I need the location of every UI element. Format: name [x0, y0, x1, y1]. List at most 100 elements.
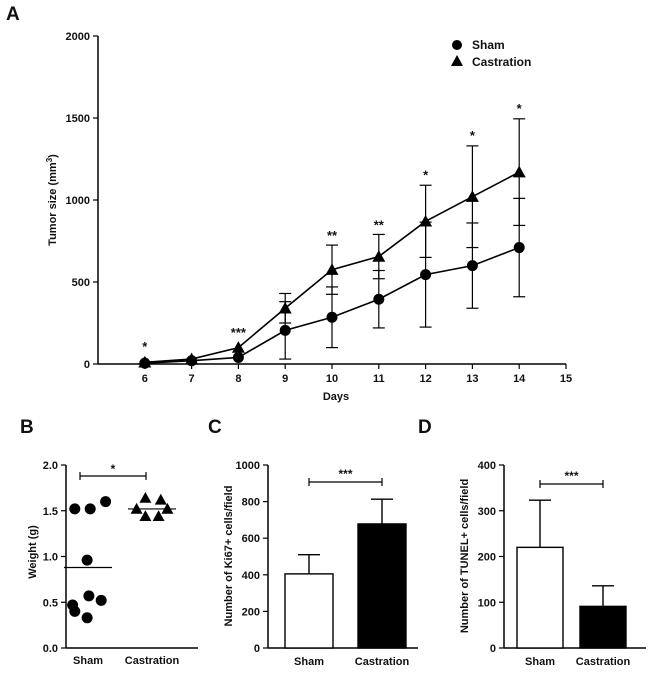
panel-a-y-tick-label: 0: [84, 359, 90, 371]
panel-b-marks: *: [64, 462, 176, 624]
panel-b-y-tick-label: 1.5: [43, 506, 58, 518]
panel-a-x-tick-label: 6: [142, 373, 148, 385]
panel-b-axes: 0.0 0.5 1.0 1.5 2.0 Sham Castration: [43, 460, 198, 667]
panel-c-x-tick-label: Castration: [355, 656, 410, 668]
panel-a-x-tick-label: 15: [560, 373, 572, 385]
panel-a-x-axis-title: Days: [323, 391, 349, 403]
panel-a-castration-point: [325, 263, 339, 275]
panel-d-y-axis-title: Number of TUNEL+ cells/field: [459, 479, 471, 633]
panel-c-significance-marker: ***: [338, 467, 352, 481]
panel-a-y-tick-label: 1000: [66, 195, 90, 207]
panel-c-y-tick-label: 400: [242, 570, 260, 582]
panel-a-castration-point: [185, 352, 199, 365]
panel-d-y-tick-label: 200: [478, 552, 496, 564]
panel-c-y-tick-label: 1000: [236, 460, 260, 472]
panel-b-castration-point: [152, 510, 165, 522]
panel-b-sham-point: [69, 503, 81, 515]
panel-a-x-tick-label: 12: [419, 373, 431, 385]
panel-b-sham-point: [69, 605, 81, 617]
panel-d-axes: 0 100 200 300 400 Sham Castration: [478, 460, 646, 668]
panel-a-x-tick-label: 9: [282, 373, 288, 385]
panel-d-marks: ***: [516, 469, 627, 649]
panel-a-y-tick-label: 500: [72, 277, 90, 289]
panel-a-sham-point: [420, 269, 432, 281]
panel-a-y-tick-label: 1500: [66, 113, 90, 125]
panel-d-x-tick-label: Sham: [525, 656, 555, 668]
panel-c-marks: ***: [284, 467, 407, 649]
panel-a-sham-point: [513, 242, 525, 254]
panel-b-castration-point: [139, 510, 152, 522]
panel-a-castration-point: [465, 190, 479, 202]
panel-d-y-tick-label: 0: [490, 643, 496, 655]
legend-castration-label: Castration: [472, 55, 531, 69]
panel-c-y-tick-label: 200: [242, 606, 260, 618]
panel-b-x-tick-label: Castration: [125, 655, 180, 667]
panel-b-sham-point: [95, 594, 107, 606]
panel-b-weight-scatter: 0.0 0.5 1.0 1.5 2.0 Sham Castration * Weight (…: [27, 460, 198, 667]
panel-b-castration-point: [139, 491, 152, 503]
panel-a-castration-point: [231, 341, 245, 353]
panel-a-x-tick-label: 7: [189, 373, 195, 385]
panel-a-x-tick-label: 13: [466, 373, 478, 385]
panel-d-y-tick-label: 400: [478, 460, 496, 472]
panel-a-x-tick-label: 14: [513, 373, 526, 385]
panel-a-castration-point: [512, 165, 526, 178]
panel-a-castration-point: [372, 250, 386, 262]
panel-a-marks: ***********: [138, 101, 526, 369]
panel-letter-d: D: [418, 417, 432, 438]
panel-a-x-tick-label: 8: [235, 373, 241, 385]
panel-b-y-tick-label: 0.5: [43, 597, 58, 609]
panel-b-y-tick-label: 2.0: [43, 460, 58, 472]
legend-sham-label: Sham: [472, 38, 505, 52]
panel-b-y-tick-label: 0.0: [43, 643, 58, 655]
panel-a-y-axis-title: Tumor size (mm3): [45, 154, 59, 246]
panel-c-castration-bar: [357, 523, 407, 649]
panel-a-significance-marker: **: [374, 218, 385, 233]
panel-d-y-tick-label: 300: [478, 506, 496, 518]
panel-a-significance-marker: **: [327, 228, 338, 243]
panel-letter-a: A: [6, 4, 20, 25]
panel-a-castration-point: [419, 214, 433, 227]
legend-castration-marker: [451, 55, 463, 66]
panel-d-y-tick-label: 100: [478, 597, 496, 609]
panel-a-sham-point: [279, 324, 291, 336]
panel-a-castration-point: [278, 301, 292, 314]
panel-d-castration-bar: [579, 605, 627, 649]
panel-c-x-tick-label: Sham: [294, 656, 324, 668]
panel-a-sham-point: [326, 311, 338, 323]
panel-c-ki67-bar-chart: 0 200 400 600 800 1000 Sham Castration *** Numb…: [223, 460, 418, 668]
panel-d-significance-marker: ***: [564, 469, 578, 483]
panel-a-significance-marker: *: [517, 101, 523, 116]
panel-d-tunel-bar-chart: 0 100 200 300 400 Sham Castration *** Number o…: [459, 460, 646, 668]
panel-a-sham-point: [232, 351, 244, 363]
panel-b-significance-marker: *: [111, 462, 116, 476]
panel-c-y-tick-label: 600: [242, 533, 260, 545]
panel-c-y-axis-title: Number of Ki67+ cells/field: [223, 486, 235, 627]
panel-d-x-tick-label: Castration: [576, 656, 631, 668]
panel-a-x-tick-label: 10: [326, 373, 338, 385]
panel-a-sham-point: [466, 260, 478, 272]
panel-a-legend: Sham Castration: [451, 38, 531, 69]
panel-a-axes: 0 500 1000 1500 2000 6 7 8 9 10 11 12 13 14 15: [66, 31, 573, 385]
panel-c-y-tick-label: 800: [242, 497, 260, 509]
panel-b-sham-point: [84, 503, 96, 515]
panel-b-sham-point: [81, 612, 93, 624]
panel-b-castration-point: [154, 493, 167, 505]
panel-a-significance-marker: *: [470, 128, 476, 143]
panel-a-significance-marker: ***: [231, 325, 247, 340]
panel-a-x-tick-label: 11: [373, 373, 385, 385]
panel-b-y-axis-title: Weight (g): [27, 525, 39, 579]
panel-b-y-tick-label: 1.0: [43, 552, 58, 564]
panel-a-significance-marker: *: [423, 168, 429, 183]
panel-letter-b: B: [20, 417, 34, 438]
panel-b-sham-point: [81, 554, 93, 566]
panel-a-castration-point: [138, 355, 152, 368]
panel-a-sham-point: [373, 293, 385, 305]
panel-a-significance-marker: *: [142, 339, 148, 354]
panel-b-x-tick-label: Sham: [73, 655, 103, 667]
panel-c-y-tick-label: 0: [254, 643, 260, 655]
panel-letter-c: C: [208, 417, 222, 438]
panel-b-sham-point: [100, 496, 112, 508]
